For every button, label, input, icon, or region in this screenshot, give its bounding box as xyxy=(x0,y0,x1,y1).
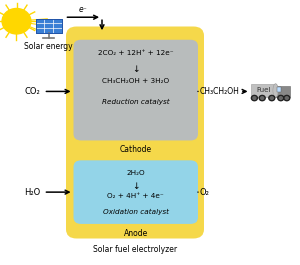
Text: ↓: ↓ xyxy=(132,182,140,191)
Bar xyxy=(36,19,62,33)
Bar xyxy=(277,87,281,92)
Circle shape xyxy=(259,95,265,101)
Text: Solar fuel electrolyzer: Solar fuel electrolyzer xyxy=(93,245,177,254)
Text: 2CO₂ + 12H⁺ + 12e⁻: 2CO₂ + 12H⁺ + 12e⁻ xyxy=(98,50,174,56)
Circle shape xyxy=(278,95,284,101)
Text: H₂O: H₂O xyxy=(24,188,40,197)
Text: ↓: ↓ xyxy=(132,65,140,74)
Text: O₂ + 4H⁺ + 4e⁻: O₂ + 4H⁺ + 4e⁻ xyxy=(107,193,164,200)
Bar xyxy=(251,84,276,97)
Circle shape xyxy=(270,97,273,99)
Circle shape xyxy=(279,97,282,99)
Circle shape xyxy=(284,95,290,101)
Text: O₂: O₂ xyxy=(200,188,209,197)
Circle shape xyxy=(269,95,275,101)
Circle shape xyxy=(261,97,264,99)
Ellipse shape xyxy=(273,84,278,97)
FancyBboxPatch shape xyxy=(66,26,204,238)
FancyBboxPatch shape xyxy=(74,40,198,140)
Text: CH₃CH₂OH: CH₃CH₂OH xyxy=(200,87,239,96)
Circle shape xyxy=(251,95,257,101)
Circle shape xyxy=(285,97,288,99)
Text: CO₂: CO₂ xyxy=(25,87,40,96)
Text: CH₃CH₂OH + 3H₂O: CH₃CH₂OH + 3H₂O xyxy=(102,78,169,84)
Circle shape xyxy=(253,97,256,99)
Text: Fuel: Fuel xyxy=(256,87,270,94)
Text: Oxidation catalyst: Oxidation catalyst xyxy=(103,209,169,215)
Bar xyxy=(276,86,290,97)
Text: 2H₂O: 2H₂O xyxy=(126,170,145,176)
Bar xyxy=(36,19,62,33)
Text: Solar energy: Solar energy xyxy=(24,42,73,51)
Circle shape xyxy=(2,8,31,34)
FancyBboxPatch shape xyxy=(74,160,198,224)
Text: Reduction catalyst: Reduction catalyst xyxy=(102,99,170,105)
Text: Anode: Anode xyxy=(124,229,148,238)
Text: e⁻: e⁻ xyxy=(79,5,88,14)
Text: Cathode: Cathode xyxy=(120,145,152,154)
